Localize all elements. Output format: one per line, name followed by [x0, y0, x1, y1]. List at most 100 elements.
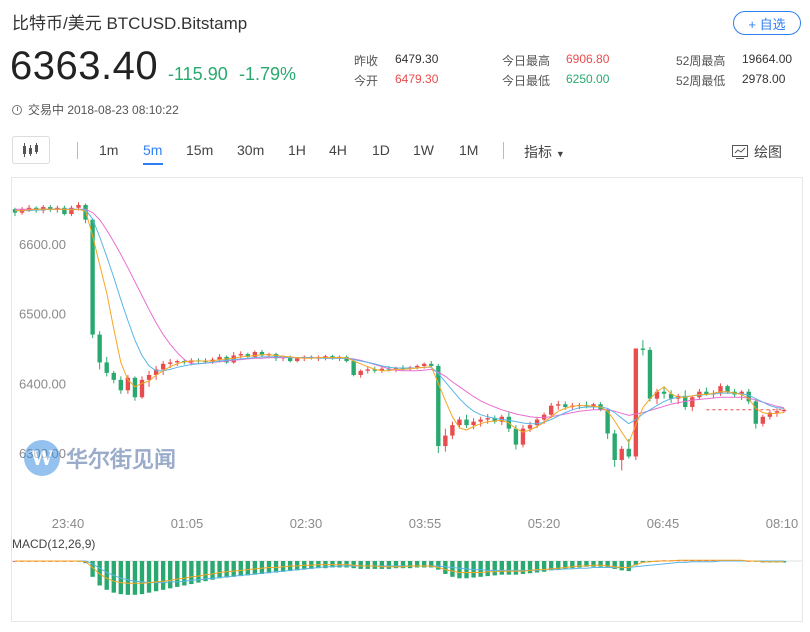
macd-bar [90, 561, 95, 577]
timeframe-5m[interactable]: 5m [143, 142, 163, 158]
watermark-logo: W [24, 440, 60, 476]
timeframe-1w[interactable]: 1W [413, 142, 434, 158]
candle-body [548, 405, 554, 415]
macd-bar [407, 561, 413, 569]
price-change-percent: -1.79% [239, 64, 297, 84]
macd-bar [527, 561, 533, 574]
macd-bar [570, 561, 575, 569]
candle-body [429, 363, 434, 366]
candlestick-icon [23, 143, 38, 157]
candle-body [146, 374, 152, 380]
macd-bar [224, 561, 229, 578]
toolbar-divider [503, 142, 504, 159]
candle-body [393, 368, 399, 370]
candle-body [48, 207, 53, 210]
x-tick-label: 06:45 [647, 516, 680, 531]
candle-body [746, 391, 751, 402]
candle-body [753, 401, 758, 424]
candle-body [450, 425, 455, 436]
macd-bar [386, 561, 392, 569]
macd-bar [429, 561, 434, 568]
macd-bar [125, 561, 131, 595]
candle-body [273, 354, 279, 359]
candle-body [118, 379, 124, 391]
macd-bar [400, 561, 406, 569]
macd-bar [513, 561, 519, 575]
candle-body [633, 348, 639, 457]
last-price: 6363.40 [10, 44, 159, 88]
candle-body [400, 368, 406, 370]
macd-bar [605, 561, 610, 568]
macd-bar [210, 561, 215, 580]
timeframe-1m[interactable]: 1m [99, 142, 119, 158]
add-to-watchlist-button[interactable]: + 自选 [733, 11, 801, 35]
watermark: W 华尔街见闻 [24, 440, 176, 476]
52w-low-label: 52周最低 [676, 74, 726, 88]
timeframe-30m[interactable]: 30m [237, 142, 265, 158]
macd-bar [584, 561, 589, 567]
candle-body [767, 412, 773, 417]
macd-bar [450, 561, 455, 577]
x-tick-label: 23:40 [52, 516, 85, 531]
y-tick-label: 6400.00 [19, 376, 66, 391]
timeframe-1d[interactable]: 1D [372, 142, 390, 158]
draw-button[interactable]: 绘图 [732, 142, 782, 162]
x-tick-label: 08:10 [766, 516, 799, 531]
timeframe-4h[interactable]: 4H [329, 142, 347, 158]
timeframe-1mo[interactable]: 1M [459, 142, 479, 158]
macd-bar [457, 561, 462, 579]
candle-body [76, 204, 81, 208]
indicators-dropdown[interactable]: 指标 ▼ [524, 142, 565, 162]
trading-status-text: 交易中 2018-08-23 08:10:22 [28, 103, 179, 117]
draw-label: 绘图 [754, 144, 782, 160]
candle-body [287, 356, 293, 362]
timeframe-15m[interactable]: 15m [186, 142, 214, 158]
candle-body [781, 409, 787, 412]
macd-dea-line [15, 560, 784, 584]
candle-body [612, 433, 617, 460]
candle-body [175, 361, 180, 363]
macd-label: MACD(12,26,9) [12, 537, 96, 551]
macd-bar [189, 561, 194, 585]
macd-bar [372, 561, 377, 569]
candle-body [358, 370, 363, 375]
macd-dif-line [15, 559, 784, 584]
candle-body [224, 356, 229, 363]
chart-area[interactable] [11, 177, 803, 622]
price-change: -115.90 [168, 64, 228, 84]
open-label: 今开 [354, 74, 379, 88]
macd-bar [245, 561, 251, 576]
macd-bar [520, 561, 526, 574]
watermark-text: 华尔街见闻 [66, 447, 177, 473]
candle-body [668, 393, 674, 399]
candle-body [443, 435, 448, 447]
52w-low-value: 2978.00 [742, 72, 786, 86]
macd-bar [358, 561, 363, 569]
candle-body [168, 362, 173, 364]
candle-body [690, 397, 695, 408]
x-tick-label: 05:20 [528, 516, 561, 531]
macd-bar [492, 561, 497, 576]
52w-high-value: 19664.00 [742, 52, 793, 66]
candle-body [104, 362, 109, 373]
macd-bar [168, 561, 173, 589]
macd-bar [182, 561, 187, 586]
macd-bar [273, 561, 279, 573]
macd-bar [153, 561, 159, 592]
ma-short-line [15, 208, 785, 444]
indicators-label: 指标 [524, 144, 552, 160]
macd-bar [175, 561, 180, 587]
macd-bar [640, 561, 646, 563]
candle-body [640, 348, 646, 350]
macd-bar [146, 561, 152, 593]
candle-body [520, 428, 526, 445]
macd-bar [118, 561, 124, 595]
macd-bar [563, 561, 568, 569]
macd-bar [132, 561, 138, 595]
timeframe-1h[interactable]: 1H [288, 142, 306, 158]
chart-type-button[interactable] [12, 136, 50, 164]
x-tick-label: 01:05 [171, 516, 204, 531]
candle-body [457, 419, 462, 426]
candle-body [534, 419, 540, 426]
